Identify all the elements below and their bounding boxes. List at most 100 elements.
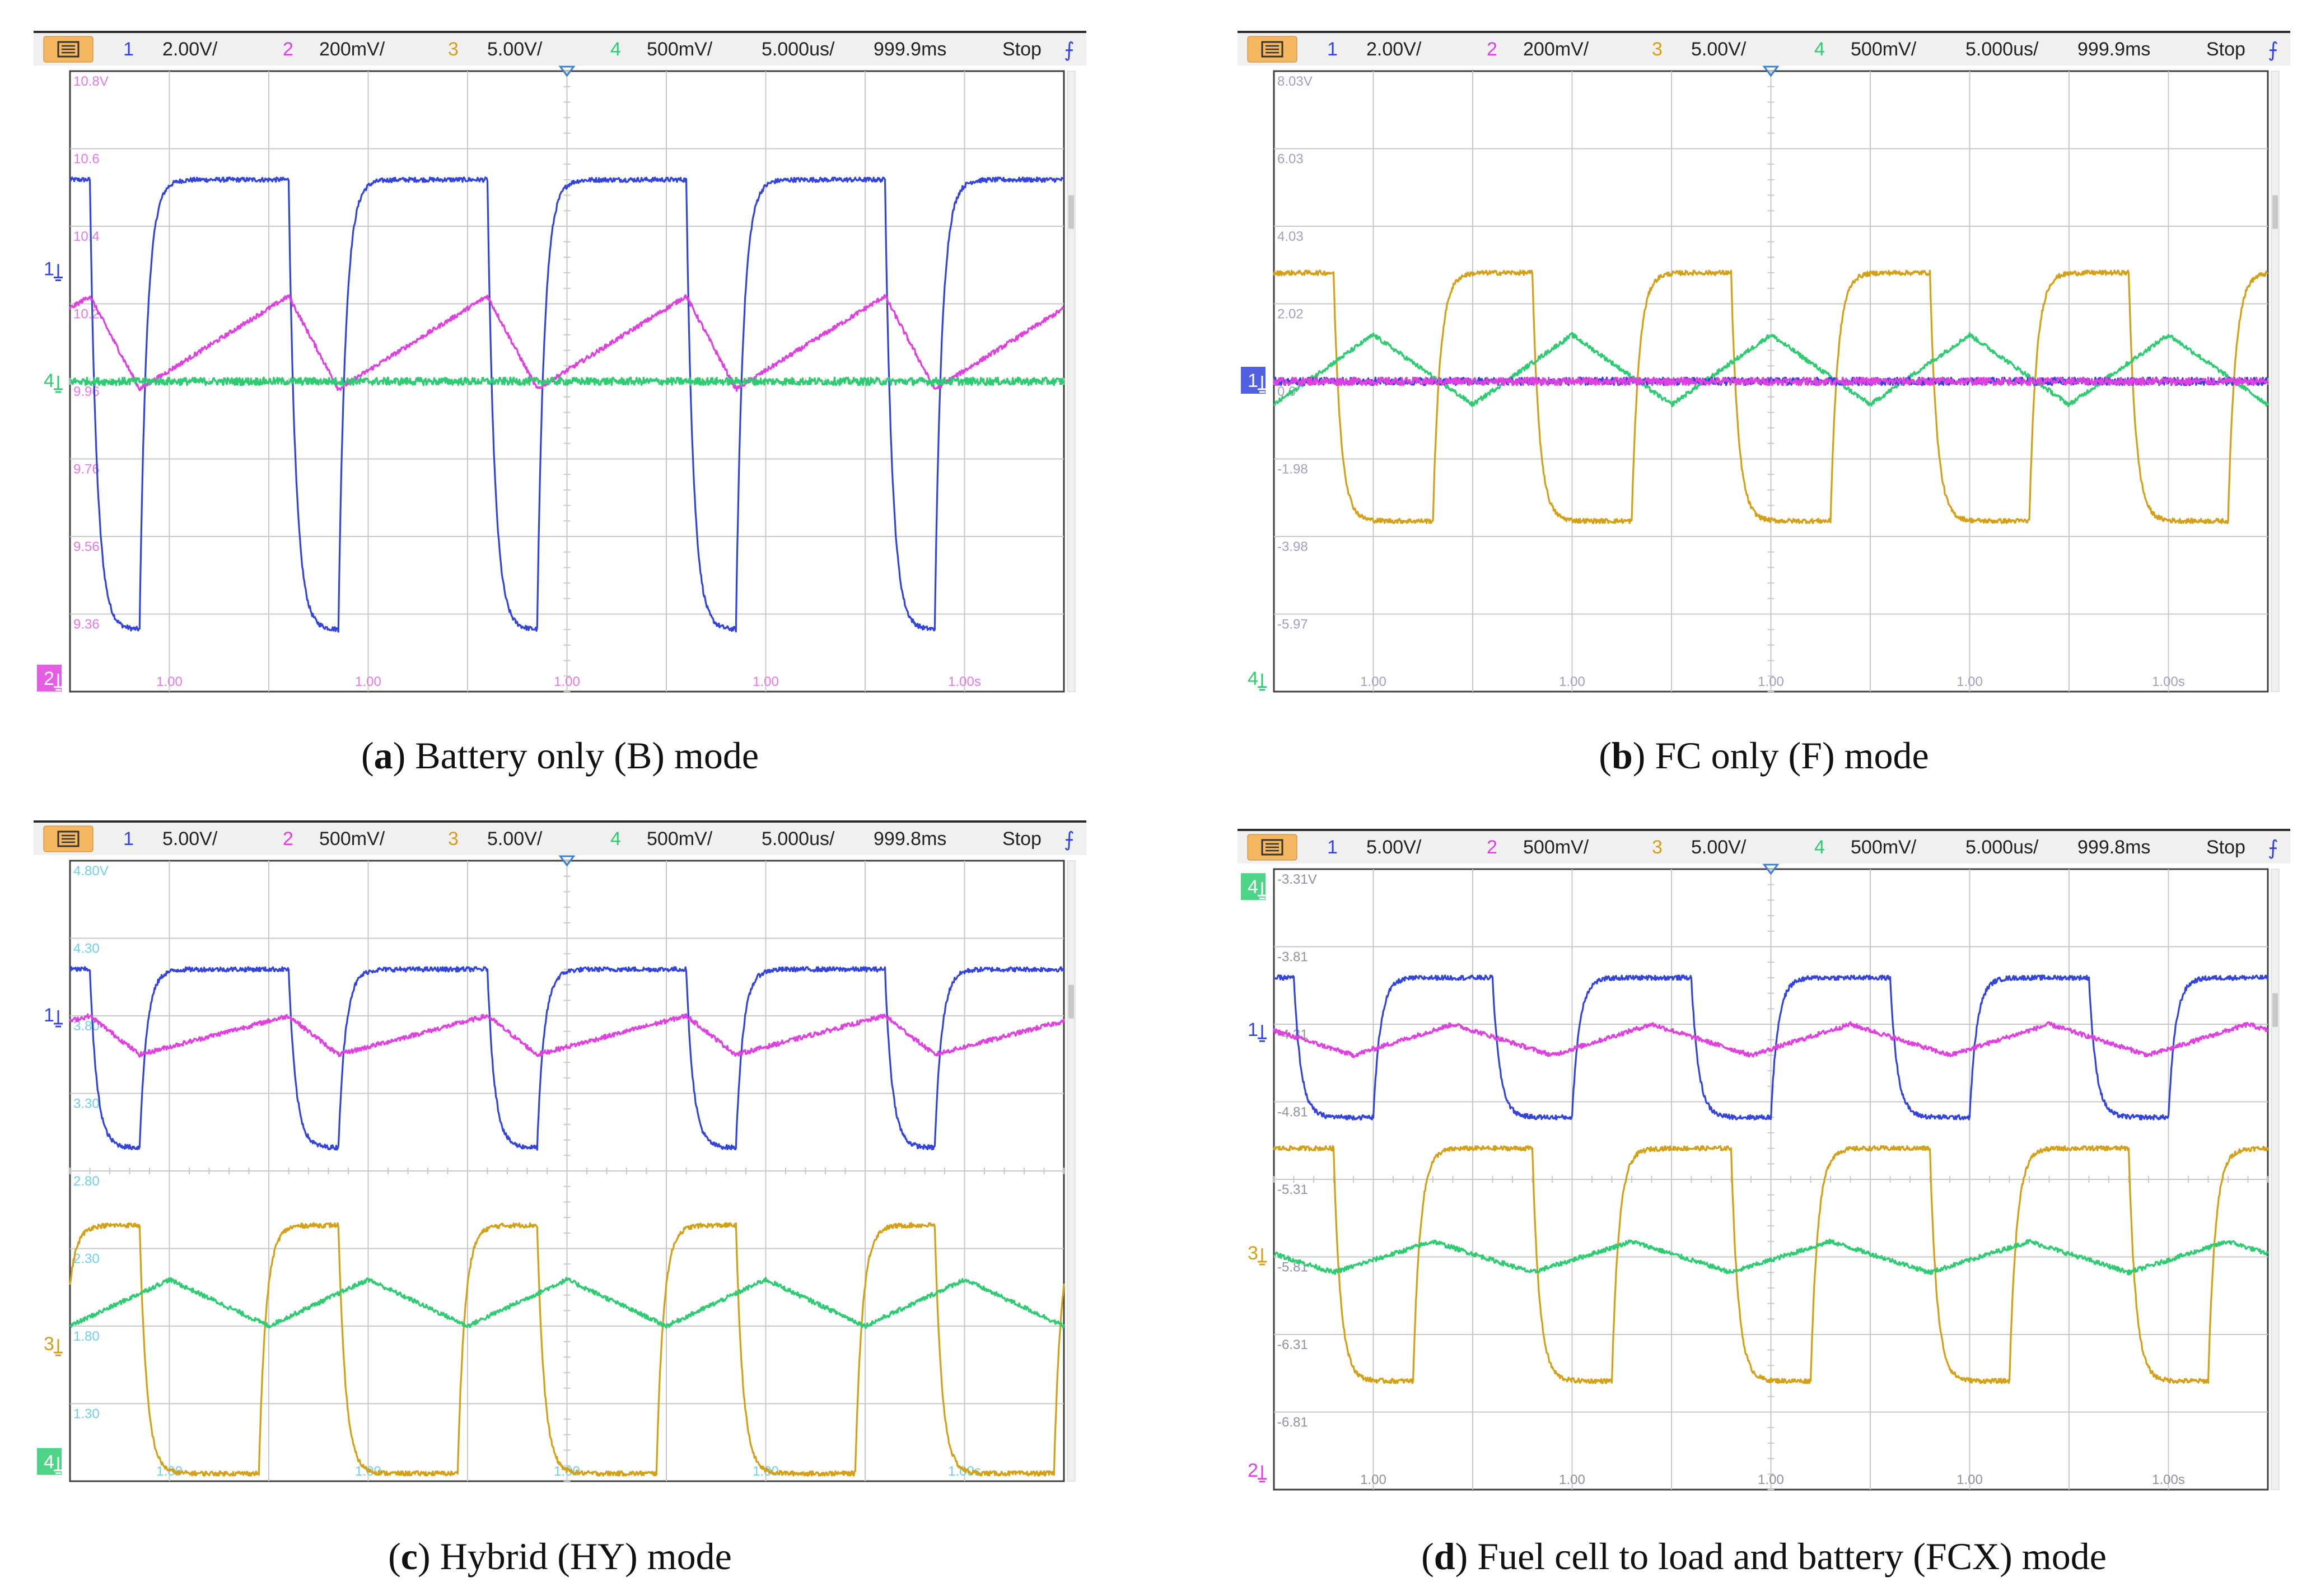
menu-icon xyxy=(57,41,80,58)
toolbar-ch2-scale: 500mV/ xyxy=(1523,837,1589,858)
channel-marker-label: 4 xyxy=(44,370,54,391)
channel-marker-1: 1 xyxy=(44,259,63,282)
toolbar-delay: 999.9ms xyxy=(874,39,946,60)
x-tick-label: 1.00 xyxy=(1360,1472,1386,1487)
channel-marker-2: 2 xyxy=(1248,1460,1267,1483)
traces xyxy=(69,966,1065,1477)
toolbar-timebase: 5.000us/ xyxy=(1965,39,2039,60)
toolbar-top-border xyxy=(34,31,1086,33)
trace-ch3 xyxy=(1273,269,2268,524)
menu-icon xyxy=(57,830,80,847)
scrollbar xyxy=(1067,71,1076,692)
y-tick-label: 9.76 xyxy=(73,462,100,477)
toolbar-ch2-scale: 200mV/ xyxy=(319,39,385,60)
channel-marker-4: 4 xyxy=(1248,668,1267,691)
y-tick-label: 9.96 xyxy=(73,384,100,399)
menu-icon xyxy=(1261,41,1283,58)
toolbar-ch3-scale: 5.00V/ xyxy=(1691,837,1747,858)
y-tick-label: -6.31 xyxy=(1277,1337,1308,1352)
ground-symbol-icon xyxy=(54,264,63,282)
toolbar-ch1: 1 xyxy=(1327,837,1338,858)
caption-d: (d) Fuel cell to load and battery (FCX) … xyxy=(1421,1535,2107,1578)
toolbar-bg xyxy=(34,31,1086,66)
toolbar-ch1-scale: 5.00V/ xyxy=(1366,837,1422,858)
trace-ch1 xyxy=(69,176,1064,633)
trigger-icon: ⨍ xyxy=(1064,828,1075,851)
toolbar-ch3: 3 xyxy=(448,39,459,60)
y-tick-label: 4.03 xyxy=(1277,229,1304,244)
ground-symbol-icon xyxy=(54,1457,63,1474)
caption-text: Hybrid (HY) mode xyxy=(440,1535,732,1578)
channel-marker-2: 2 xyxy=(37,664,63,692)
trace-ch3 xyxy=(1273,1145,2269,1384)
scrollbar-thumb xyxy=(2272,195,2278,229)
toolbar-ch4: 4 xyxy=(1814,39,1825,60)
scrollbar-thumb xyxy=(1068,195,1074,229)
ground-symbol-icon xyxy=(1258,1465,1267,1483)
menu-icon xyxy=(1261,839,1283,856)
ground-symbol-icon xyxy=(1258,1248,1267,1266)
trace-ch2 xyxy=(1273,376,2269,386)
y-tick-label: 9.36 xyxy=(73,617,100,632)
toolbar-ch4-scale: 500mV/ xyxy=(647,828,713,850)
x-tick-label: 1.00s xyxy=(948,674,981,689)
panel-b: 1 2.00V/2 200mV/3 5.00V/4 500mV/5.000us/999.… xyxy=(1238,31,2290,703)
channel-marker-1: 1 xyxy=(44,1005,63,1028)
toolbar-ch1: 1 xyxy=(123,828,134,850)
toolbar-ch4: 4 xyxy=(610,828,621,850)
toolbar-ch4-scale: 500mV/ xyxy=(647,39,713,60)
trigger-position-marker xyxy=(558,855,576,867)
channel-marker-3: 3 xyxy=(44,1333,63,1356)
x-tick-label: 1.00 xyxy=(1758,674,1784,689)
y-tick-label: -5.31 xyxy=(1277,1182,1308,1197)
x-tick-label: 1.00 xyxy=(753,674,779,689)
oscilloscope-c: 1 5.00V/2 500mV/3 5.00V/4 500mV/5.000us/999.… xyxy=(34,820,1086,1482)
channel-marker-4: 4 xyxy=(1241,873,1267,900)
y-tick-label: 10.6 xyxy=(73,152,100,167)
toolbar-bg xyxy=(1238,31,2290,66)
channel-marker-label: 1 xyxy=(1248,1019,1258,1040)
y-tick-label: -6.81 xyxy=(1277,1415,1308,1430)
traces xyxy=(1273,269,2269,524)
toolbar-ch4: 4 xyxy=(610,39,621,60)
caption-a: (a) Battery only (B) mode xyxy=(361,734,759,777)
y-tick-label: 10.8V xyxy=(73,74,109,89)
channel-marker-1: 1 xyxy=(1248,1019,1267,1042)
y-tick-label: 2.30 xyxy=(73,1252,100,1267)
toolbar-ch2: 2 xyxy=(1487,39,1497,60)
x-tick-label: 1.00 xyxy=(156,674,183,689)
y-tick-label: 1.30 xyxy=(73,1407,100,1422)
oscilloscope-a: 1 2.00V/2 200mV/3 5.00V/4 500mV/5.000us/999.… xyxy=(34,31,1086,693)
channel-marker-label: 1 xyxy=(44,1005,54,1026)
toolbar-ch3: 3 xyxy=(448,828,459,850)
x-tick-label: 1.00 xyxy=(1957,674,1983,689)
y-tick-label: 1.80 xyxy=(73,1329,100,1344)
channel-marker-label: 1 xyxy=(1248,370,1258,391)
caption-text: FC only (F) mode xyxy=(1655,734,1929,777)
toolbar-ch3: 3 xyxy=(1652,39,1663,60)
trace-ch3 xyxy=(69,1222,1065,1477)
y-tick-label: 3.30 xyxy=(73,1096,100,1112)
x-tick-label: 1.00 xyxy=(554,674,580,689)
y-tick-label: 9.56 xyxy=(73,539,100,554)
ground-symbol-icon xyxy=(1258,882,1267,899)
channel-marker-4: 4 xyxy=(37,1448,63,1475)
channel-marker-label: 4 xyxy=(1248,876,1258,898)
scrollbar xyxy=(2271,71,2280,692)
y-tick-label: 2.80 xyxy=(73,1174,100,1189)
toolbar-status: Stop xyxy=(1002,828,1042,850)
toolbar-ch2-scale: 500mV/ xyxy=(319,828,385,850)
toolbar-status: Stop xyxy=(1002,39,1042,60)
y-tick-label: -3.98 xyxy=(1277,539,1308,554)
y-tick-label: -4.81 xyxy=(1277,1105,1308,1120)
toolbar-timebase: 5.000us/ xyxy=(762,828,835,850)
caption-b: (b) FC only (F) mode xyxy=(1599,734,1929,777)
trace-ch2 xyxy=(69,294,1064,392)
y-tick-label: 4.30 xyxy=(73,941,100,956)
caption-c: (c) Hybrid (HY) mode xyxy=(388,1535,732,1578)
toolbar-ch2: 2 xyxy=(283,828,293,850)
oscilloscope-d: 1 5.00V/2 500mV/3 5.00V/4 500mV/5.000us/999.… xyxy=(1238,829,2290,1491)
toolbar-ch2-scale: 200mV/ xyxy=(1523,39,1589,60)
caption-letter: d xyxy=(1434,1535,1455,1578)
y-tick-label: 10.4 xyxy=(73,229,100,244)
